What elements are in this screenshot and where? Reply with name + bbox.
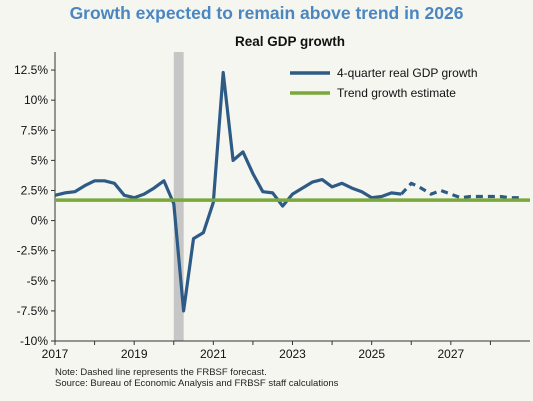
legend-label-trend: Trend growth estimate xyxy=(337,86,456,100)
x-tick-label: 2017 xyxy=(42,347,69,361)
gdp-growth-line xyxy=(54,70,402,313)
source-text: Source: Bureau of Economic Analysis and … xyxy=(55,378,339,389)
y-tick-label: 12.5% xyxy=(14,63,48,77)
y-tick-label: 0% xyxy=(31,214,49,228)
y-tick-label: 2.5% xyxy=(21,183,49,197)
note-text: Note: Dashed line represents the FRBSF f… xyxy=(55,367,267,378)
chart-subtitle: Real GDP growth xyxy=(234,34,346,49)
x-tick-label: 2027 xyxy=(437,347,464,361)
chart-notes: Note: Dashed line represents the FRBSF f… xyxy=(55,367,338,389)
y-tick-label: 5% xyxy=(31,153,49,167)
chart-title: Growth expected to remain above trend in… xyxy=(69,3,464,23)
x-tick-label: 2025 xyxy=(358,347,385,361)
y-tick-label: 7.5% xyxy=(21,123,49,137)
x-tick-label: 2021 xyxy=(200,347,227,361)
y-tick-label: -5% xyxy=(27,274,49,288)
y-tick-label: 10% xyxy=(24,93,48,107)
legend-label-gdp: 4-quarter real GDP growth xyxy=(337,66,478,80)
x-tick-label: 2019 xyxy=(121,347,148,361)
x-tick-label: 2023 xyxy=(279,347,306,361)
y-tick-label: -7.5% xyxy=(17,304,49,318)
recession-band xyxy=(173,52,184,341)
y-tick-label: -10% xyxy=(20,334,48,348)
gdp-forecast-line xyxy=(400,181,521,200)
y-tick-label: -2.5% xyxy=(17,244,49,258)
